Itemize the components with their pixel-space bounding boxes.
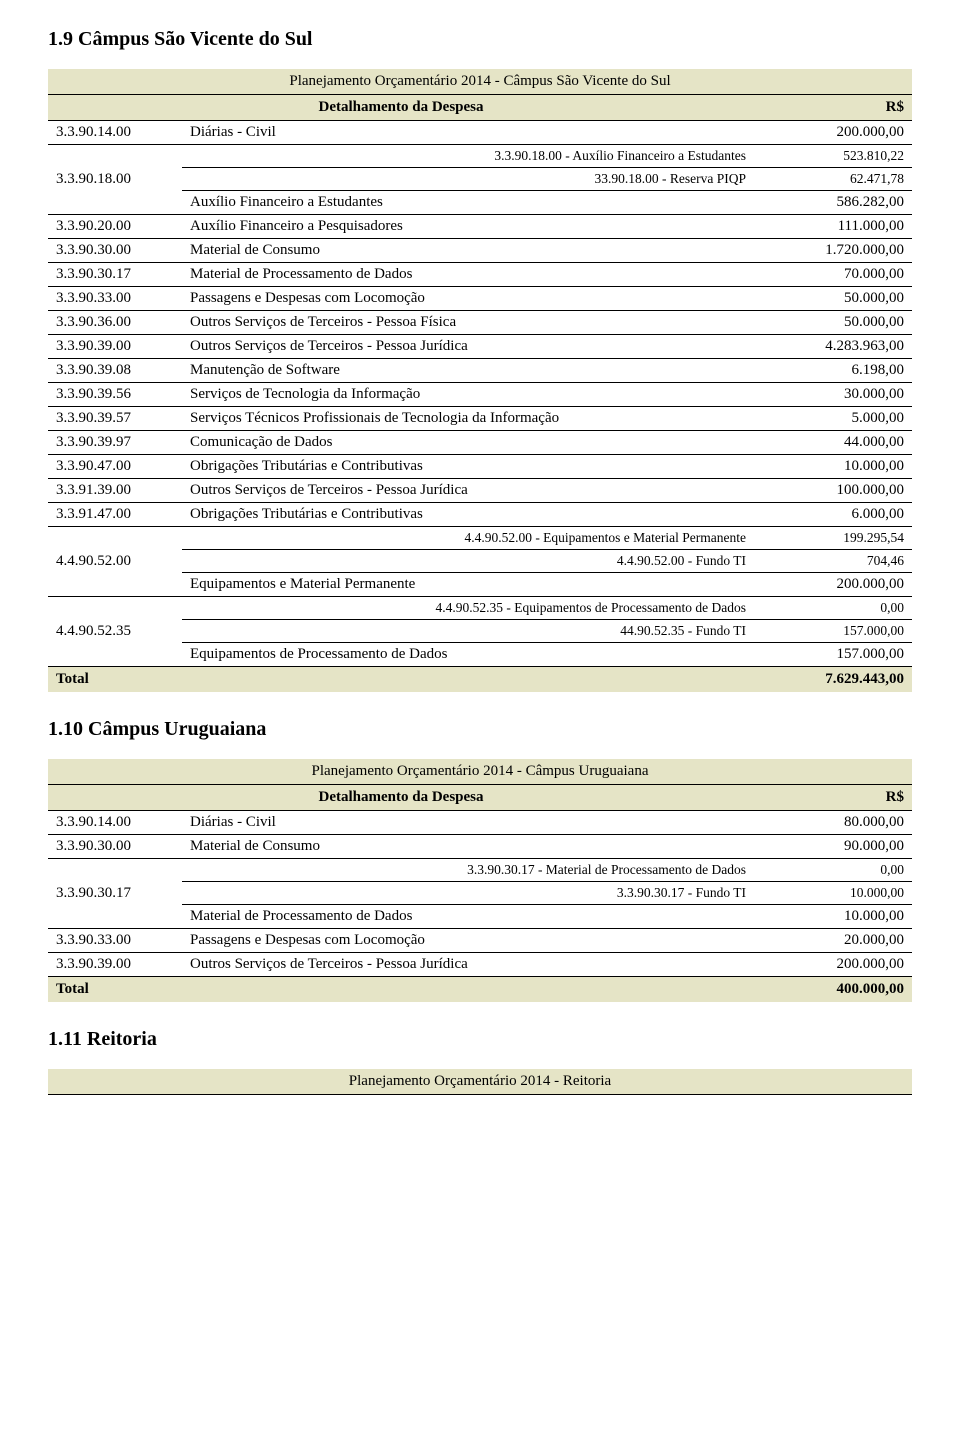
row-subamount: 0,00 <box>754 597 912 620</box>
total-amount: 7.629.443,00 <box>754 667 912 693</box>
row-amount: 6.000,00 <box>754 503 912 527</box>
row-label: Manutenção de Software <box>182 359 754 383</box>
total-label: Total <box>48 977 754 1003</box>
row-code: 3.3.91.47.00 <box>48 503 182 527</box>
row-code: 3.3.90.14.00 <box>48 811 182 835</box>
section-heading: 1.11 Reitoria <box>48 1028 912 1051</box>
row-subamount: 157.000,00 <box>754 620 912 643</box>
table-title: Planejamento Orçamentário 2014 - Câmpus … <box>48 69 912 95</box>
row-amount: 200.000,00 <box>754 121 912 145</box>
row-label: Diárias - Civil <box>182 121 754 145</box>
table-title: Planejamento Orçamentário 2014 - Câmpus … <box>48 759 912 785</box>
row-amount: 6.198,00 <box>754 359 912 383</box>
row-label: Auxílio Financeiro a Pesquisadores <box>182 215 754 239</box>
row-code: 3.3.90.39.56 <box>48 383 182 407</box>
row-amount: 30.000,00 <box>754 383 912 407</box>
row-label: Serviços de Tecnologia da Informação <box>182 383 754 407</box>
row-code: 3.3.90.39.97 <box>48 431 182 455</box>
total-label: Total <box>48 667 754 693</box>
row-sublabel: 4.4.90.52.00 - Equipamentos e Material P… <box>182 527 754 550</box>
budget-table-svs: Planejamento Orçamentário 2014 - Câmpus … <box>48 69 912 692</box>
row-code: 3.3.91.39.00 <box>48 479 182 503</box>
col-header-label: Detalhamento da Despesa <box>48 95 754 121</box>
row-sum-amount: 10.000,00 <box>754 905 912 929</box>
row-amount: 80.000,00 <box>754 811 912 835</box>
row-code: 4.4.90.52.00 <box>48 527 182 597</box>
row-label: Material de Consumo <box>182 239 754 263</box>
row-code: 3.3.90.39.08 <box>48 359 182 383</box>
row-amount: 1.720.000,00 <box>754 239 912 263</box>
row-code: 3.3.90.30.17 <box>48 263 182 287</box>
row-code: 3.3.90.33.00 <box>48 287 182 311</box>
row-subamount: 704,46 <box>754 550 912 573</box>
row-sum-amount: 200.000,00 <box>754 573 912 597</box>
row-label: Outros Serviços de Terceiros - Pessoa Ju… <box>182 335 754 359</box>
row-code: 3.3.90.47.00 <box>48 455 182 479</box>
row-amount: 111.000,00 <box>754 215 912 239</box>
row-sublabel: 44.90.52.35 - Fundo TI <box>182 620 754 643</box>
row-code: 3.3.90.39.00 <box>48 335 182 359</box>
row-code: 3.3.90.39.00 <box>48 953 182 977</box>
row-code: 3.3.90.36.00 <box>48 311 182 335</box>
row-sum-label: Auxílio Financeiro a Estudantes <box>182 191 754 215</box>
section-heading: 1.9 Câmpus São Vicente do Sul <box>48 28 912 51</box>
row-subamount: 10.000,00 <box>754 882 912 905</box>
row-code: 3.3.90.30.17 <box>48 859 182 929</box>
budget-title-reitoria: Planejamento Orçamentário 2014 - Reitori… <box>48 1069 912 1095</box>
row-sublabel: 4.4.90.52.00 - Fundo TI <box>182 550 754 573</box>
row-label: Outros Serviços de Terceiros - Pessoa Ju… <box>182 479 754 503</box>
row-label: Outros Serviços de Terceiros - Pessoa Fí… <box>182 311 754 335</box>
row-label: Comunicação de Dados <box>182 431 754 455</box>
row-sum-amount: 157.000,00 <box>754 643 912 667</box>
row-sublabel: 4.4.90.52.35 - Equipamentos de Processam… <box>182 597 754 620</box>
row-amount: 50.000,00 <box>754 287 912 311</box>
row-amount: 70.000,00 <box>754 263 912 287</box>
row-code: 3.3.90.18.00 <box>48 145 182 215</box>
row-label: Serviços Técnicos Profissionais de Tecno… <box>182 407 754 431</box>
row-code: 3.3.90.14.00 <box>48 121 182 145</box>
row-code: 3.3.90.30.00 <box>48 835 182 859</box>
row-sublabel: 33.90.18.00 - Reserva PIQP <box>182 168 754 191</box>
row-subamount: 523.810,22 <box>754 145 912 168</box>
row-amount: 44.000,00 <box>754 431 912 455</box>
row-amount: 20.000,00 <box>754 929 912 953</box>
row-label: Outros Serviços de Terceiros - Pessoa Ju… <box>182 953 754 977</box>
row-code: 4.4.90.52.35 <box>48 597 182 667</box>
row-sum-amount: 586.282,00 <box>754 191 912 215</box>
row-sum-label: Equipamentos e Material Permanente <box>182 573 754 597</box>
row-label: Passagens e Despesas com Locomoção <box>182 287 754 311</box>
row-label: Diárias - Civil <box>182 811 754 835</box>
row-sum-label: Equipamentos de Processamento de Dados <box>182 643 754 667</box>
row-amount: 10.000,00 <box>754 455 912 479</box>
row-code: 3.3.90.33.00 <box>48 929 182 953</box>
row-amount: 50.000,00 <box>754 311 912 335</box>
row-sublabel: 3.3.90.30.17 - Fundo TI <box>182 882 754 905</box>
row-amount: 90.000,00 <box>754 835 912 859</box>
row-label: Obrigações Tributárias e Contributivas <box>182 455 754 479</box>
row-amount: 4.283.963,00 <box>754 335 912 359</box>
row-code: 3.3.90.39.57 <box>48 407 182 431</box>
row-sublabel: 3.3.90.18.00 - Auxílio Financeiro a Estu… <box>182 145 754 168</box>
col-header-label: Detalhamento da Despesa <box>48 785 754 811</box>
row-subamount: 62.471,78 <box>754 168 912 191</box>
row-code: 3.3.90.30.00 <box>48 239 182 263</box>
row-label: Obrigações Tributárias e Contributivas <box>182 503 754 527</box>
col-header-amount: R$ <box>754 95 912 121</box>
row-label: Passagens e Despesas com Locomoção <box>182 929 754 953</box>
total-amount: 400.000,00 <box>754 977 912 1003</box>
row-subamount: 199.295,54 <box>754 527 912 550</box>
row-amount: 100.000,00 <box>754 479 912 503</box>
row-label: Material de Processamento de Dados <box>182 263 754 287</box>
row-label: Material de Consumo <box>182 835 754 859</box>
row-sum-label: Material de Processamento de Dados <box>182 905 754 929</box>
row-amount: 200.000,00 <box>754 953 912 977</box>
budget-table-uruguaiana: Planejamento Orçamentário 2014 - Câmpus … <box>48 759 912 1002</box>
row-sublabel: 3.3.90.30.17 - Material de Processamento… <box>182 859 754 882</box>
section-heading: 1.10 Câmpus Uruguaiana <box>48 718 912 741</box>
row-code: 3.3.90.20.00 <box>48 215 182 239</box>
row-subamount: 0,00 <box>754 859 912 882</box>
col-header-amount: R$ <box>754 785 912 811</box>
row-amount: 5.000,00 <box>754 407 912 431</box>
